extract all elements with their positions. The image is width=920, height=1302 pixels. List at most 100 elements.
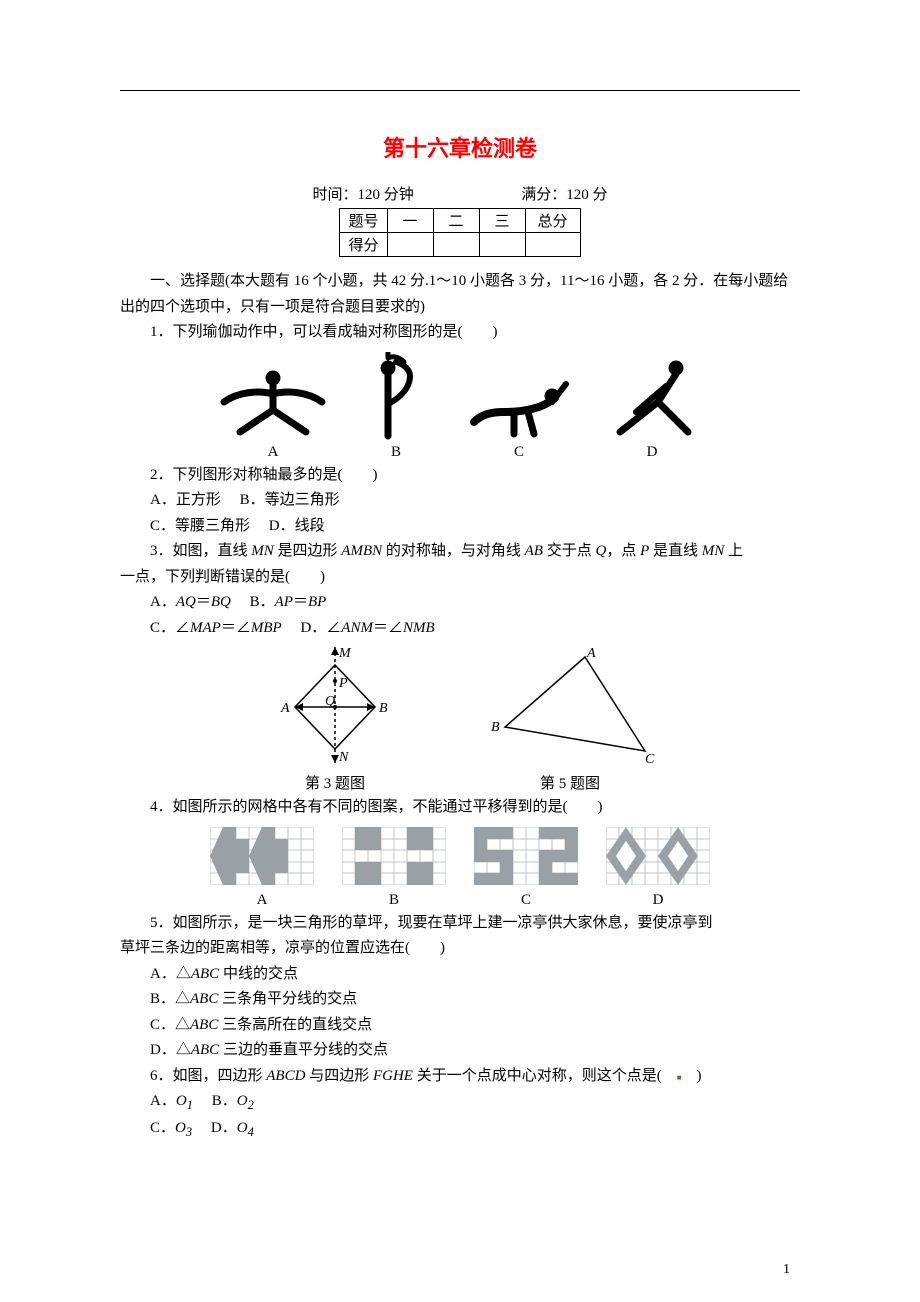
top-rule <box>120 90 800 91</box>
q2-c: C．等腰三角形 <box>150 518 250 534</box>
t: 三边的垂直平分线的交点 <box>219 1042 388 1058</box>
th-0: 题号 <box>340 209 387 233</box>
t: ABC <box>190 991 218 1007</box>
t: MBP <box>251 620 282 636</box>
t: 的对称轴，与对角线 <box>382 543 525 559</box>
q5-a: A．△ABC 中线的交点 <box>120 962 800 988</box>
q2-a: A．正方形 <box>150 492 221 508</box>
q: Q <box>595 543 606 559</box>
doc-title: 第十六章检测卷 <box>120 131 800 163</box>
t: D．△ <box>150 1042 191 1058</box>
t: FGHE <box>373 1068 413 1084</box>
t: B． <box>212 1093 237 1109</box>
t: ＝ <box>196 594 211 610</box>
q4-text: 4．如图所示的网格中各有不同的图案，不能通过平移得到的是( ) <box>120 795 800 821</box>
th-3: 三 <box>479 209 525 233</box>
q3-opts-2: C．∠MAP＝∠MBP D．∠ANM＝∠NMB <box>120 616 800 642</box>
ab: AB <box>525 543 543 559</box>
grid-d-icon <box>606 827 710 885</box>
t: 与四边形 <box>305 1068 373 1084</box>
svg-text:C: C <box>645 752 655 767</box>
t: C．△ <box>150 1017 190 1033</box>
q5-line1: 5．如图所示，是一块三角形的草坪，现要在草坪上建一凉亭供大家休息，要使凉亭到 <box>120 911 800 937</box>
t: 交于点 <box>543 543 596 559</box>
q3-diagram: M P Q A B N 第 3 题图 <box>265 647 405 793</box>
q5-line2: 草坪三条边的距离相等，凉亭的位置应选在( ) <box>120 936 800 962</box>
table-row: 得分 <box>340 233 580 257</box>
yoga-pose-b-icon <box>356 352 436 442</box>
grid-figure-a: A <box>210 827 314 909</box>
score-table: 题号 一 二 三 总分 得分 <box>339 208 580 257</box>
th-4: 总分 <box>525 209 580 233</box>
t: 是直线 <box>649 543 702 559</box>
q6-text: 6．如图，四边形 ABCD 与四边形 FGHE 关于一个点成中心对称，则这个点是… <box>120 1064 800 1090</box>
t: O <box>237 1093 248 1109</box>
t: 1 <box>187 1098 193 1112</box>
t: 2 <box>248 1098 254 1112</box>
td-blank <box>525 233 580 257</box>
q3-opts-1: A．AQ＝BQ B．AP＝BP <box>120 590 800 616</box>
t: 关于一个点成中心对称，则这个点是( <box>413 1068 677 1084</box>
t: ABC <box>191 1042 219 1058</box>
rhombus-diagram-icon: M P Q A B N <box>265 647 405 767</box>
t: ABC <box>190 1017 218 1033</box>
t: D． <box>211 1120 237 1136</box>
page-container: 第十六章检测卷 时间：120 分钟 满分：120 分 题号 一 二 三 总分 得… <box>0 0 920 1184</box>
section1-intro: 一、选择题(本大题有 16 个小题，共 42 分.1～10 小题各 3 分，11… <box>120 269 800 320</box>
svg-text:M: M <box>338 647 352 661</box>
svg-text:B: B <box>491 720 500 735</box>
grid-b-icon <box>342 827 446 885</box>
yoga-figure-b: B <box>356 352 436 461</box>
q3-line2: 一点，下列判断错误的是( ) <box>120 565 800 591</box>
t: BP <box>308 594 326 610</box>
q3-line1: 3．如图，直线 MN 是四边形 AMBN 的对称轴，与对角线 AB 交于点 Q，… <box>120 539 800 565</box>
yoga-figure-d: D <box>602 356 702 461</box>
yoga-figure-c: C <box>464 364 574 461</box>
q2-opts-1: A．正方形 B．等边三角形 <box>120 488 800 514</box>
t: ANM <box>341 620 373 636</box>
t: 6．如图，四边形 <box>150 1068 266 1084</box>
q6-opts-1: A．O1 B．O2 <box>120 1089 800 1116</box>
svg-text:N: N <box>338 750 349 765</box>
fig-label: D <box>602 444 702 461</box>
t: C．∠ <box>150 620 190 636</box>
t: ，点 <box>606 543 640 559</box>
t: ＝ <box>293 594 308 610</box>
t: B．△ <box>150 991 190 1007</box>
t: D．∠ <box>300 620 341 636</box>
t: O <box>237 1120 248 1136</box>
svg-text:A: A <box>280 701 290 716</box>
grid-figure-c: C <box>474 827 578 909</box>
yoga-pose-d-icon <box>602 356 702 442</box>
grid-figure-b: B <box>342 827 446 909</box>
t: 中线的交点 <box>219 966 298 982</box>
q5-c: C．△ABC 三条高所在的直线交点 <box>120 1013 800 1039</box>
q5-b: B．△ABC 三条角平分线的交点 <box>120 987 800 1013</box>
time-label: 时间：120 分钟 <box>312 187 413 203</box>
t: ) <box>682 1068 702 1084</box>
fig-label: C <box>474 892 578 909</box>
fig-label: D <box>606 892 710 909</box>
q5-caption: 第 5 题图 <box>485 772 655 793</box>
fig-label: C <box>464 444 574 461</box>
yoga-pose-c-icon <box>464 364 574 442</box>
t: ABCD <box>266 1068 305 1084</box>
t: 3 <box>186 1125 192 1139</box>
t: AP <box>275 594 293 610</box>
q3-q5-diagrams: M P Q A B N 第 3 题图 A B C <box>120 647 800 793</box>
td-label: 得分 <box>340 233 387 257</box>
mn2: MN <box>702 543 725 559</box>
t: AQ <box>176 594 196 610</box>
fig-label: A <box>210 892 314 909</box>
yoga-pose-a-icon <box>218 364 328 442</box>
yoga-figure-a: A <box>218 364 328 461</box>
q5-diagram: A B C 第 5 题图 <box>485 647 655 793</box>
fig-label: B <box>356 444 436 461</box>
t: O <box>176 1093 187 1109</box>
q1-text: 1．下列瑜伽动作中，可以看成轴对称图形的是( ) <box>120 320 800 346</box>
t: ABC <box>191 966 219 982</box>
p: P <box>640 543 649 559</box>
t: A． <box>150 594 176 610</box>
t: 是四边形 <box>274 543 342 559</box>
table-row: 题号 一 二 三 总分 <box>340 209 580 233</box>
